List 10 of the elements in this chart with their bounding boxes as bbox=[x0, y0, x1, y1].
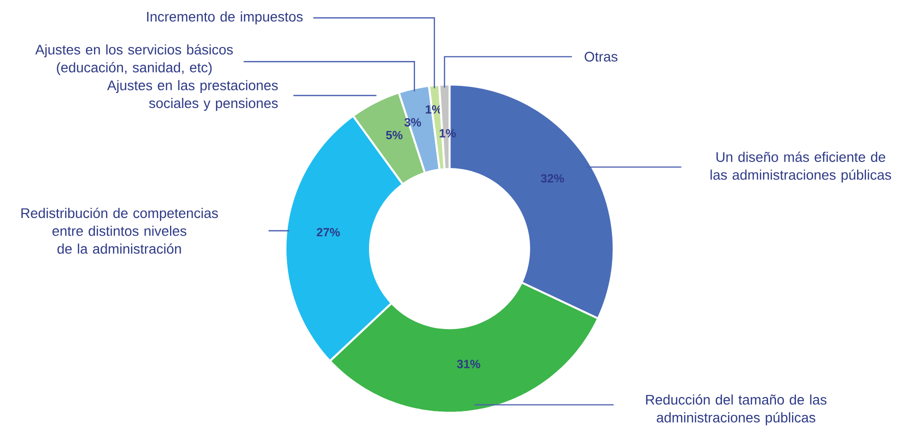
slice-label: Ajustes en las prestaciones sociales y pensiones bbox=[107, 80, 278, 112]
slice-label: Redistribución de competencias entre distintos niveles de la administración bbox=[21, 208, 218, 254]
data-label: 5% bbox=[386, 131, 403, 140]
slice-label: Un diseño más eficiente de las administraciones públicas bbox=[710, 152, 892, 183]
data-label: 27% bbox=[316, 228, 340, 237]
slice-label: Otras bbox=[584, 52, 618, 62]
slice-label: Ajustes en los servicios básicos (educación, sanidad, etc) bbox=[35, 44, 233, 76]
data-label: 31% bbox=[457, 360, 480, 368]
slice-label: Reducción del tamaño de las administraciones públicas bbox=[646, 394, 826, 426]
slice-label: Incremento de impuestos bbox=[147, 12, 303, 25]
